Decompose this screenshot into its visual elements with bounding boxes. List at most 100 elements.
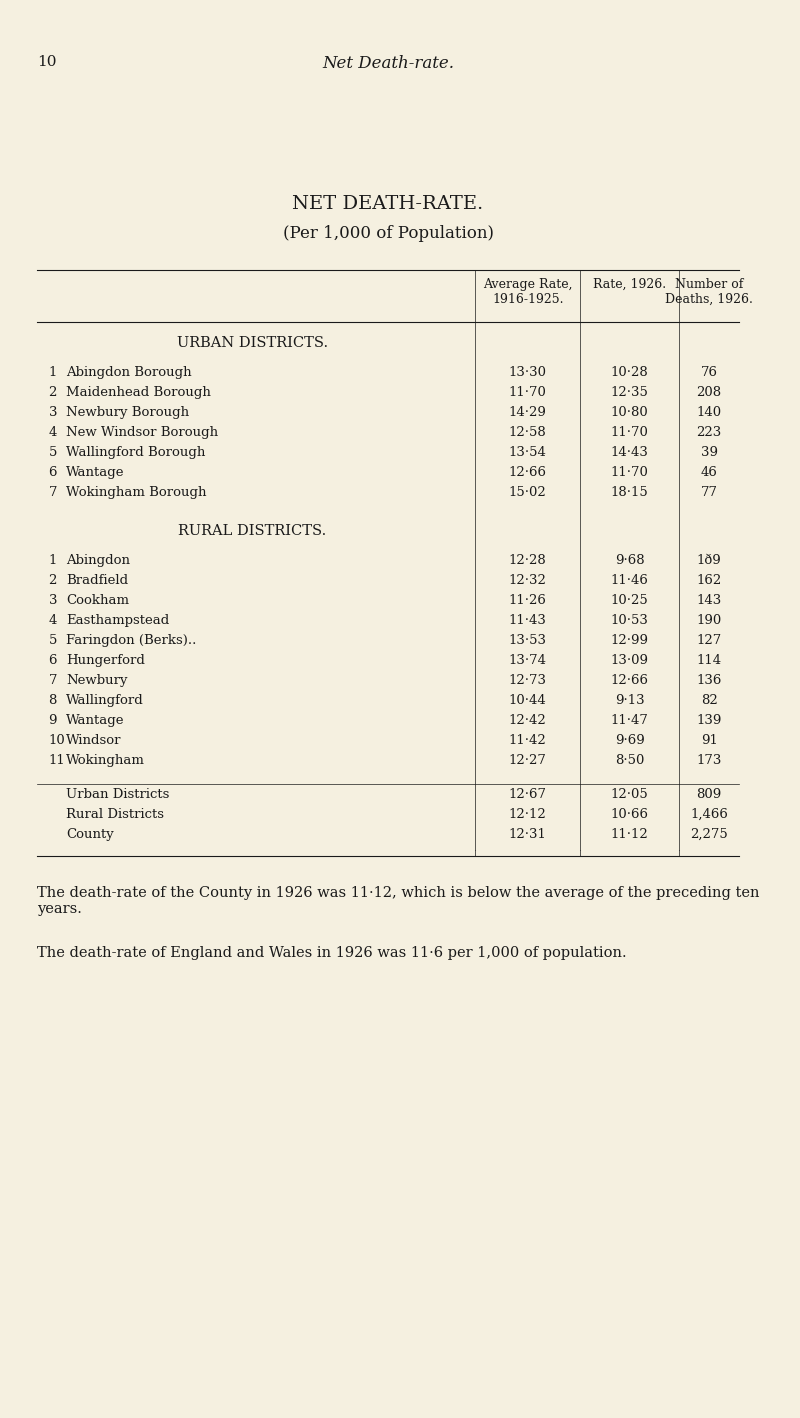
Text: Hungerford: Hungerford — [66, 654, 145, 666]
Text: 12·73: 12·73 — [509, 674, 546, 686]
Text: 143: 143 — [697, 594, 722, 607]
Text: Abingdon Borough: Abingdon Borough — [66, 366, 191, 379]
Text: 8: 8 — [49, 693, 57, 708]
Text: 12·12: 12·12 — [509, 808, 546, 821]
Text: Wokingham Borough: Wokingham Borough — [66, 486, 206, 499]
Text: 91: 91 — [701, 735, 718, 747]
Text: RURAL DISTRICTS.: RURAL DISTRICTS. — [178, 525, 326, 537]
Text: 4: 4 — [49, 425, 57, 440]
Text: 14·29: 14·29 — [509, 406, 546, 418]
Text: Easthampstead: Easthampstead — [66, 614, 170, 627]
Text: Maidenhead Borough: Maidenhead Borough — [66, 386, 211, 398]
Text: 11·47: 11·47 — [610, 715, 649, 727]
Text: 13·53: 13·53 — [509, 634, 546, 647]
Text: 162: 162 — [697, 574, 722, 587]
Text: 11·12: 11·12 — [610, 828, 649, 841]
Text: 1: 1 — [49, 366, 57, 379]
Text: 12·28: 12·28 — [509, 554, 546, 567]
Text: Faringdon (Berks)..: Faringdon (Berks).. — [66, 634, 196, 647]
Text: 2,275: 2,275 — [690, 828, 728, 841]
Text: 136: 136 — [697, 674, 722, 686]
Text: 13·30: 13·30 — [509, 366, 546, 379]
Text: 11·42: 11·42 — [509, 735, 546, 747]
Text: Wallingford Borough: Wallingford Borough — [66, 447, 206, 459]
Text: 6: 6 — [49, 654, 57, 666]
Text: 10·66: 10·66 — [610, 808, 649, 821]
Text: 13·09: 13·09 — [610, 654, 649, 666]
Text: 14·43: 14·43 — [610, 447, 649, 459]
Text: 5: 5 — [49, 634, 57, 647]
Text: 8·50: 8·50 — [615, 754, 644, 767]
Text: The death-rate of the County in 1926 was 11·12, which is below the average of th: The death-rate of the County in 1926 was… — [37, 886, 759, 916]
Text: 223: 223 — [697, 425, 722, 440]
Text: Average Rate,
1916-1925.: Average Rate, 1916-1925. — [483, 278, 573, 306]
Text: 10: 10 — [49, 735, 66, 747]
Text: 12·66: 12·66 — [610, 674, 649, 686]
Text: Wantage: Wantage — [66, 715, 125, 727]
Text: Urban Districts: Urban Districts — [66, 788, 170, 801]
Text: 12·05: 12·05 — [610, 788, 649, 801]
Text: 1,466: 1,466 — [690, 808, 728, 821]
Text: 114: 114 — [697, 654, 722, 666]
Text: 7: 7 — [49, 486, 57, 499]
Text: 3: 3 — [49, 406, 57, 418]
Text: Windsor: Windsor — [66, 735, 122, 747]
Text: 15·02: 15·02 — [509, 486, 546, 499]
Text: 12·67: 12·67 — [509, 788, 546, 801]
Text: 3: 3 — [49, 594, 57, 607]
Text: 140: 140 — [697, 406, 722, 418]
Text: 11·43: 11·43 — [509, 614, 546, 627]
Text: 1ð9: 1ð9 — [697, 554, 722, 567]
Text: 10·80: 10·80 — [610, 406, 649, 418]
Text: 77: 77 — [701, 486, 718, 499]
Text: 5: 5 — [49, 447, 57, 459]
Text: 12·42: 12·42 — [509, 715, 546, 727]
Text: 11: 11 — [49, 754, 66, 767]
Text: URBAN DISTRICTS.: URBAN DISTRICTS. — [177, 336, 328, 350]
Text: County: County — [66, 828, 114, 841]
Text: 208: 208 — [697, 386, 722, 398]
Text: 39: 39 — [701, 447, 718, 459]
Text: Number of
Deaths, 1926.: Number of Deaths, 1926. — [665, 278, 753, 306]
Text: Wallingford: Wallingford — [66, 693, 144, 708]
Text: 76: 76 — [701, 366, 718, 379]
Text: 9·69: 9·69 — [614, 735, 645, 747]
Text: Cookham: Cookham — [66, 594, 129, 607]
Text: 12·35: 12·35 — [610, 386, 649, 398]
Text: 18·15: 18·15 — [610, 486, 649, 499]
Text: 10·28: 10·28 — [610, 366, 649, 379]
Text: The death-rate of England and Wales in 1926 was 11·6 per 1,000 of population.: The death-rate of England and Wales in 1… — [37, 946, 626, 960]
Text: 190: 190 — [697, 614, 722, 627]
Text: 11·26: 11·26 — [509, 594, 546, 607]
Text: Wokingham: Wokingham — [66, 754, 145, 767]
Text: 12·31: 12·31 — [509, 828, 546, 841]
Text: 11·46: 11·46 — [610, 574, 649, 587]
Text: 9: 9 — [49, 715, 57, 727]
Text: 2: 2 — [49, 574, 57, 587]
Text: (Per 1,000 of Population): (Per 1,000 of Population) — [282, 225, 494, 242]
Text: 139: 139 — [697, 715, 722, 727]
Text: Rural Districts: Rural Districts — [66, 808, 164, 821]
Text: 11·70: 11·70 — [610, 467, 649, 479]
Text: 809: 809 — [697, 788, 722, 801]
Text: 13·54: 13·54 — [509, 447, 546, 459]
Text: 12·27: 12·27 — [509, 754, 546, 767]
Text: 10: 10 — [37, 55, 56, 69]
Text: Newbury Borough: Newbury Borough — [66, 406, 189, 418]
Text: 46: 46 — [701, 467, 718, 479]
Text: 13·74: 13·74 — [509, 654, 546, 666]
Text: Bradfield: Bradfield — [66, 574, 128, 587]
Text: 6: 6 — [49, 467, 57, 479]
Text: 12·99: 12·99 — [610, 634, 649, 647]
Text: Abingdon: Abingdon — [66, 554, 130, 567]
Text: 12·32: 12·32 — [509, 574, 546, 587]
Text: 10·53: 10·53 — [610, 614, 649, 627]
Text: 9·13: 9·13 — [614, 693, 644, 708]
Text: Net Death-rate.: Net Death-rate. — [322, 55, 454, 72]
Text: 12·66: 12·66 — [509, 467, 546, 479]
Text: 7: 7 — [49, 674, 57, 686]
Text: 1: 1 — [49, 554, 57, 567]
Text: 10·44: 10·44 — [509, 693, 546, 708]
Text: 2: 2 — [49, 386, 57, 398]
Text: 11·70: 11·70 — [509, 386, 546, 398]
